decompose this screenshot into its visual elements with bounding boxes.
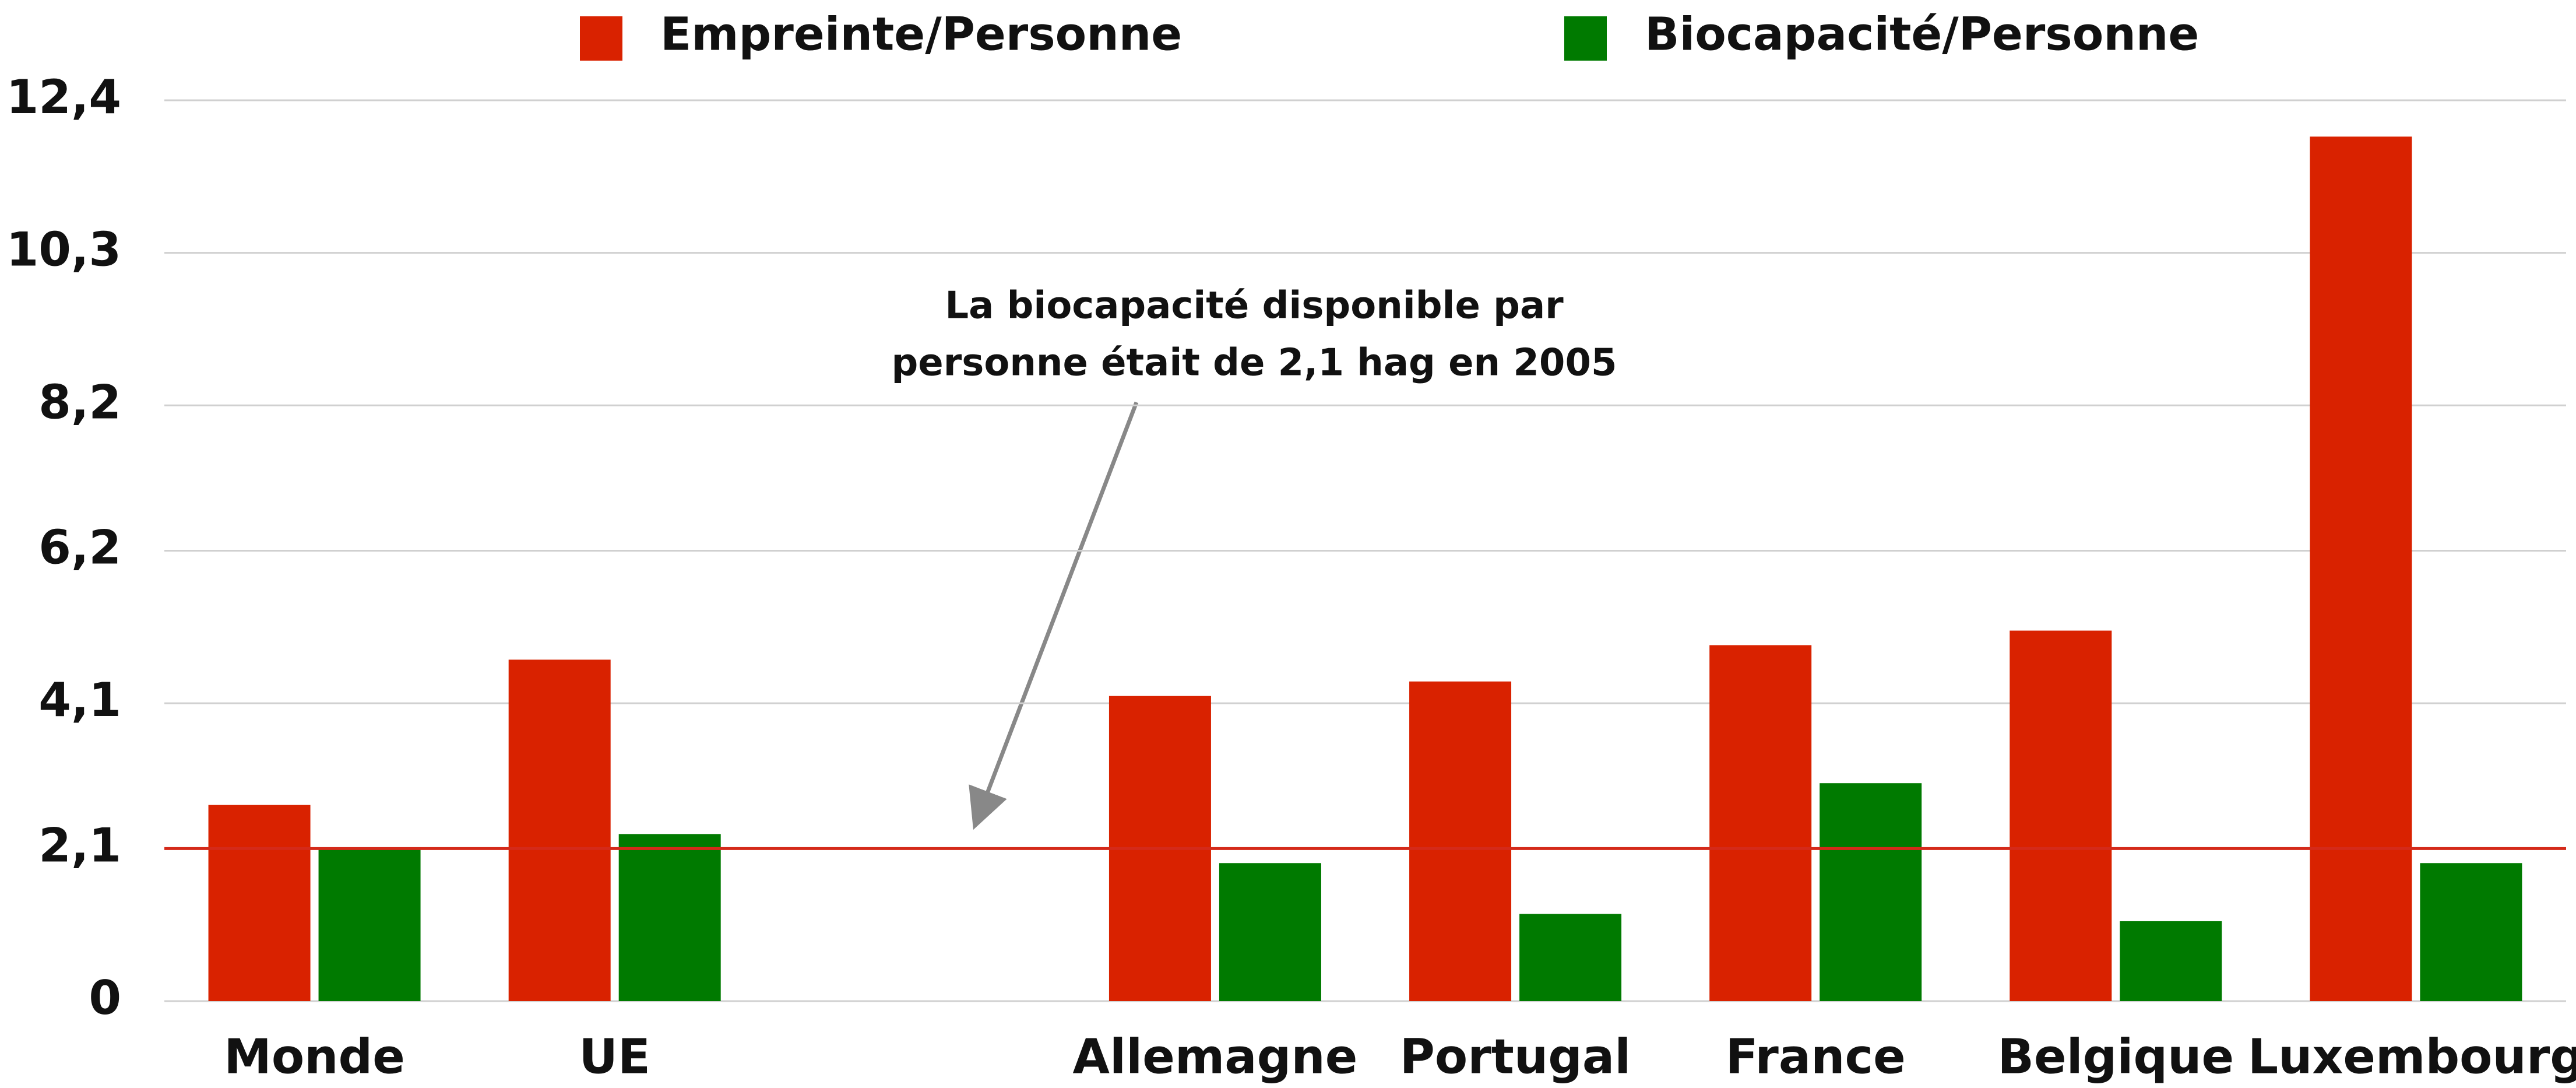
bar	[1519, 914, 1622, 1001]
bar	[2310, 136, 2412, 1002]
legend-label: Biocapacité/Personne	[1645, 8, 2199, 61]
bar	[508, 659, 611, 1001]
y-tick-label: 2,1	[38, 818, 121, 872]
legend-swatch	[1564, 16, 1607, 61]
bar	[1820, 783, 1922, 1001]
y-tick-label: 6,2	[38, 520, 121, 574]
bar	[2010, 630, 2112, 1001]
bar	[2420, 863, 2522, 1001]
bar	[1409, 681, 1512, 1001]
annotation-arrow	[969, 401, 1139, 830]
y-tick-label: 8,2	[38, 375, 121, 429]
annotation: La biocapacité disponible par	[945, 285, 1564, 328]
bar	[1219, 863, 1321, 1001]
bar	[2120, 921, 2222, 1001]
bar	[318, 848, 421, 1001]
bar	[618, 834, 721, 1001]
y-tick-label: 0	[89, 971, 121, 1025]
x-tick-label: Belgique	[1997, 1029, 2234, 1085]
x-tick-label: France	[1726, 1029, 1906, 1085]
bar	[208, 805, 311, 1001]
x-tick-label: Portugal	[1400, 1029, 1631, 1085]
legend-label: Empreinte/Personne	[660, 8, 1182, 61]
x-tick-label: Allemagne	[1073, 1029, 1358, 1085]
y-tick-label: 12,4	[6, 70, 121, 124]
x-tick-label: Monde	[224, 1029, 405, 1085]
x-tick-label: UE	[579, 1029, 650, 1085]
legend-swatch	[580, 16, 622, 61]
annotation: personne était de 2,1 hag en 2005	[891, 342, 1617, 385]
bar	[1709, 645, 1812, 1001]
x-tick-label: Luxembourg	[2248, 1029, 2576, 1085]
y-tick-label: 4,1	[38, 673, 121, 727]
y-tick-label: 10,3	[6, 223, 121, 277]
